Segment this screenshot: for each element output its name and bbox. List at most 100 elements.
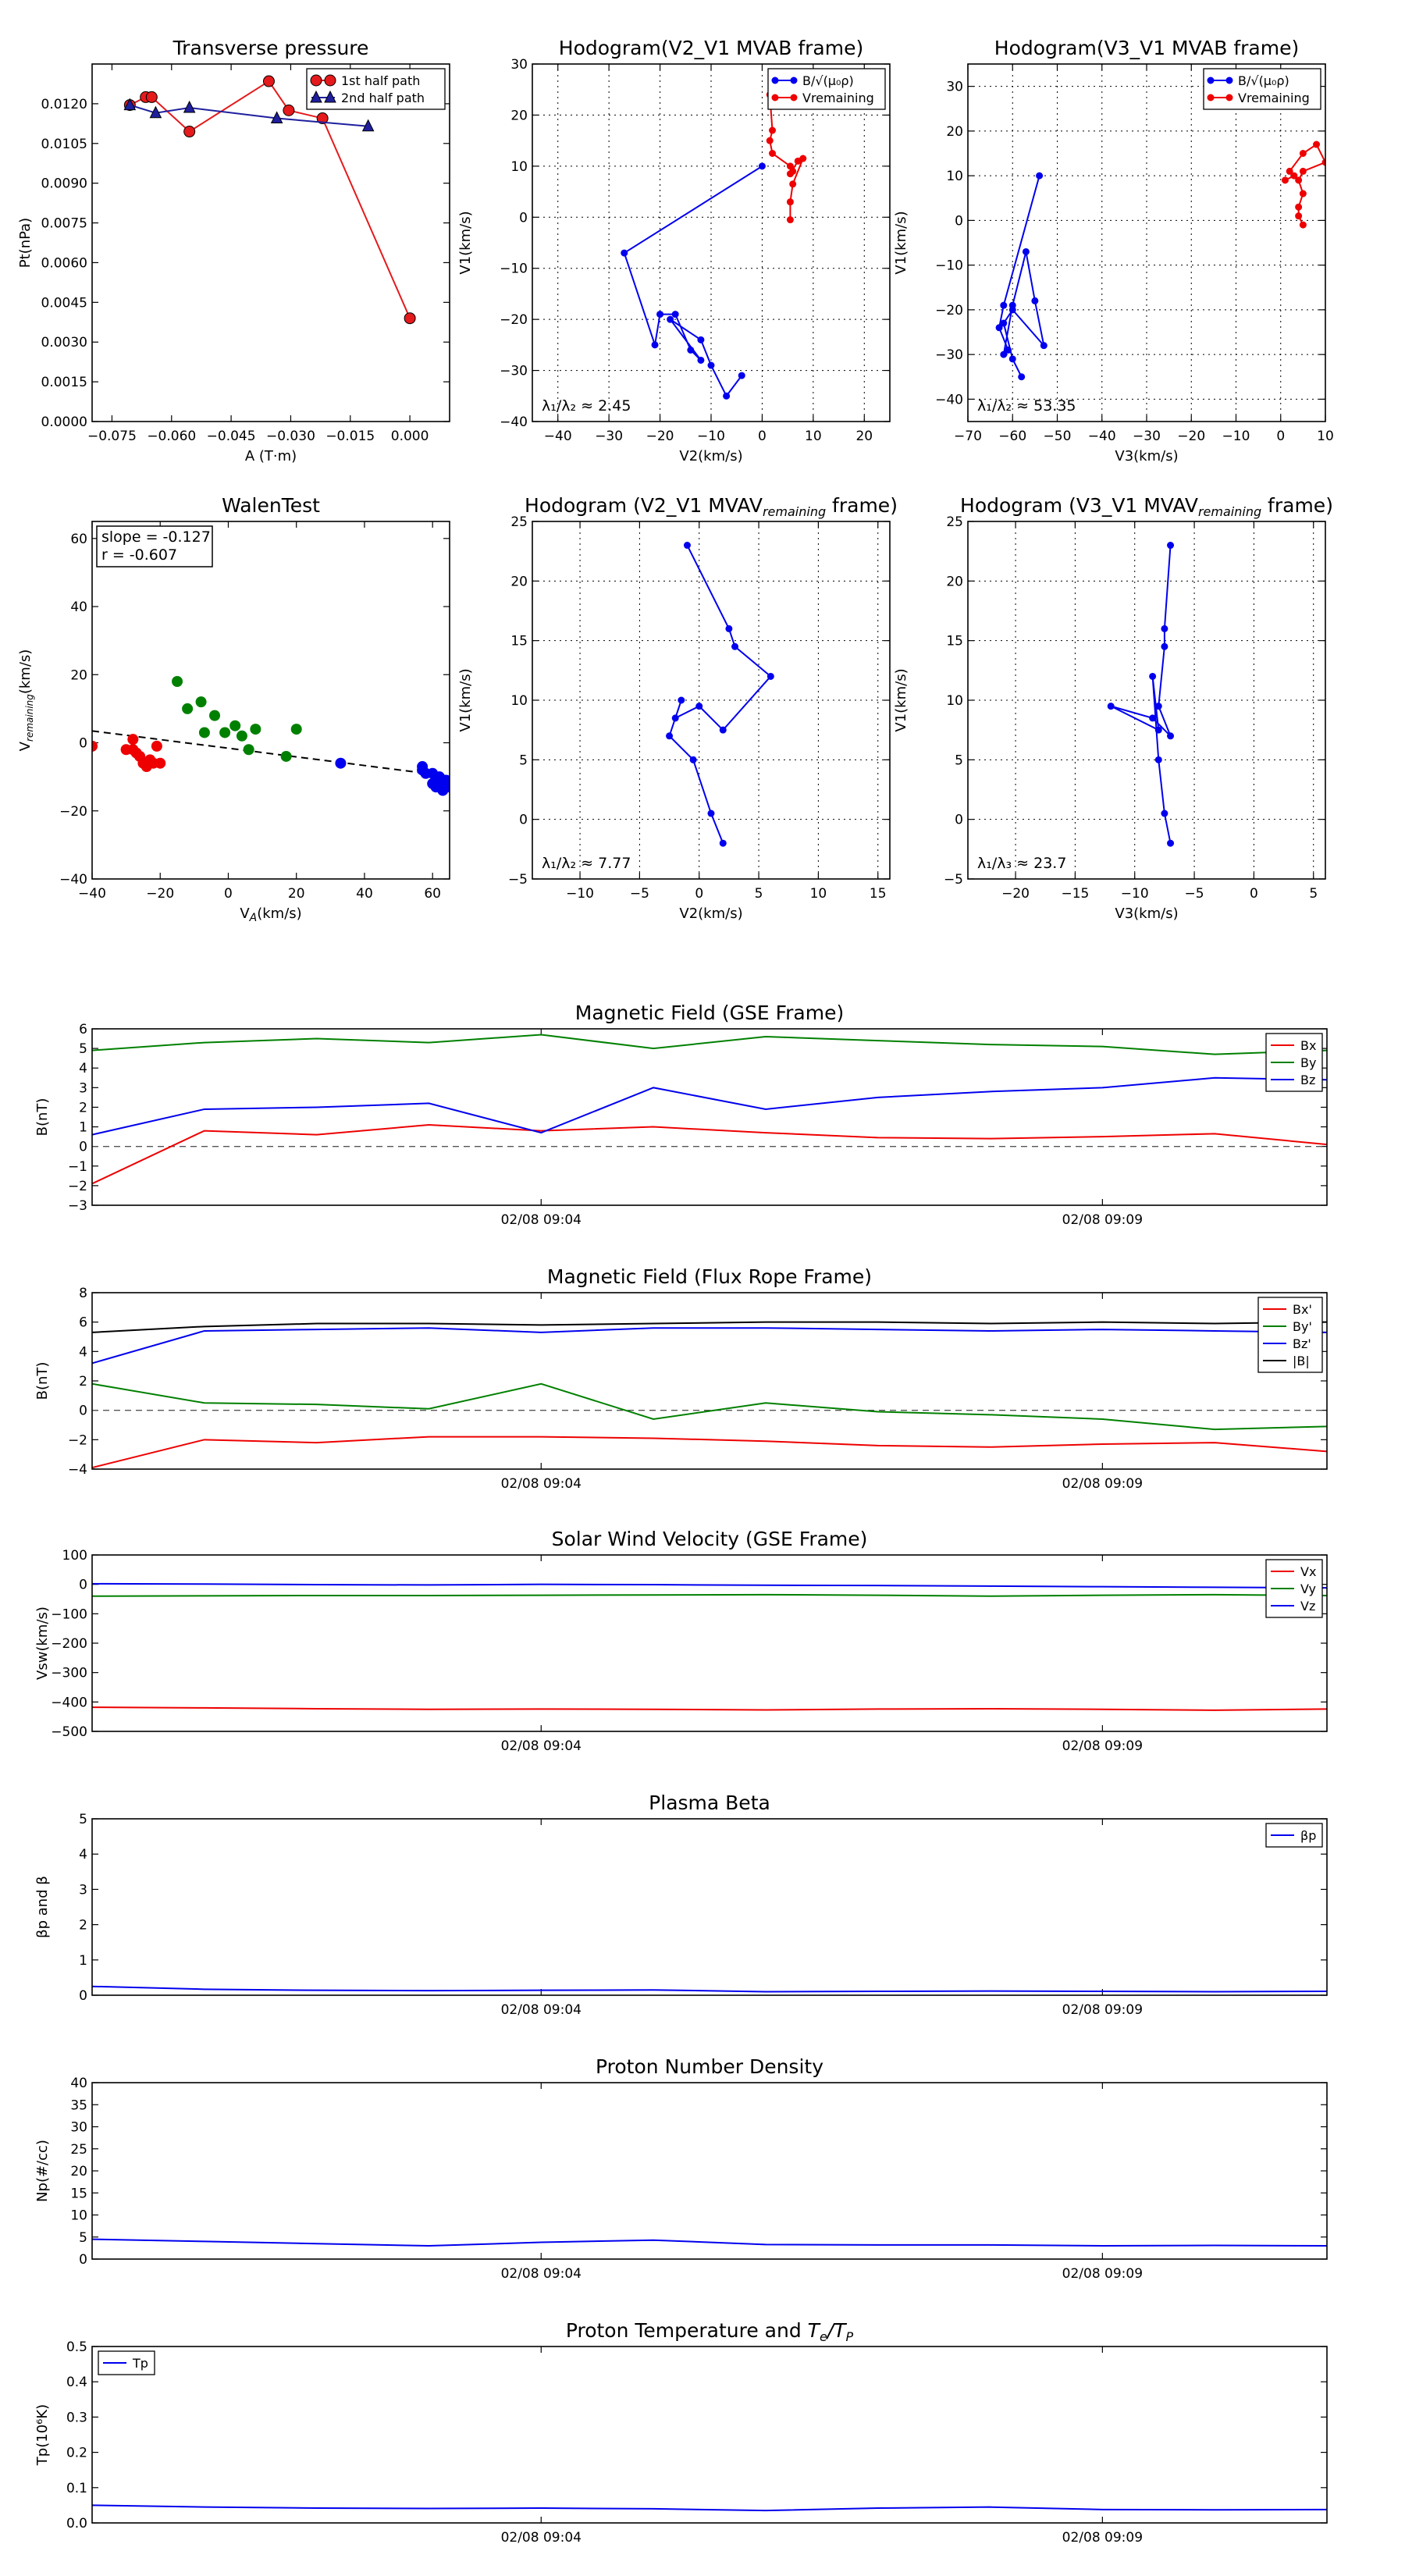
data-point <box>786 198 794 206</box>
data-point <box>1295 203 1303 211</box>
data-point <box>738 372 745 379</box>
y-axis-label: B(nT) <box>34 1362 51 1400</box>
y-tick-label: 10 <box>70 2208 87 2224</box>
data-point <box>1299 221 1307 229</box>
y-tick-label: 0.1 <box>66 2481 87 2496</box>
legend-label: Bx <box>1300 1038 1316 1053</box>
y-tick-label: 5 <box>519 753 528 768</box>
fit-line <box>92 730 450 777</box>
x-tick-label: 02/08 09:04 <box>501 1738 582 1754</box>
y-tick-label: 0.0105 <box>41 137 87 152</box>
legend-label: B/√(μ₀ρ) <box>802 73 854 88</box>
series-layer <box>92 1034 1327 1185</box>
data-point <box>1290 172 1298 180</box>
legend-marker <box>1225 76 1233 84</box>
y-tick-label: 2 <box>79 1918 87 1934</box>
y-tick-label: 0.0 <box>66 2516 87 2532</box>
y-tick-label: −10 <box>500 262 528 277</box>
data-point <box>769 126 777 134</box>
y-axis-label: V1(km/s) <box>893 211 909 274</box>
x-tick-label: 02/08 09:04 <box>501 2266 582 2282</box>
stats-line: slope = -0.127 <box>101 528 211 546</box>
x-tick-label: 20 <box>855 429 873 444</box>
data-point <box>1154 703 1162 710</box>
data-point <box>995 324 1003 332</box>
series-line-Vx <box>92 1706 1327 1711</box>
chart-t1: Magnetic Field (GSE Frame) −3 −2 −1 0 1 2 3 4 5 6 0… <box>34 1002 1328 1228</box>
y-tick-label: 0 <box>79 2252 87 2268</box>
x-axis-label: V3(km/s) <box>1115 448 1178 464</box>
data-point <box>666 732 674 740</box>
data-point <box>697 336 705 343</box>
y-tick-label: −400 <box>51 1695 87 1710</box>
legend-label: |B| <box>1293 1354 1310 1368</box>
y-tick-label: 25 <box>70 2142 87 2158</box>
data-point <box>404 312 416 325</box>
series-line-Vz <box>92 1582 1327 1589</box>
x-tick-label: 5 <box>1309 886 1318 902</box>
data-point <box>799 155 807 162</box>
data-point <box>621 249 628 257</box>
data-point <box>182 703 194 714</box>
chart-title: Hodogram (V3_V1 MVAVremaining frame) <box>960 494 1333 519</box>
data-point <box>127 744 139 756</box>
data-point <box>719 726 727 734</box>
legend-label: Vremaining <box>802 91 874 105</box>
x-tick-label: −10 <box>566 886 594 902</box>
y-tick-label: 1 <box>79 1953 87 1969</box>
y-tick-label: 0.5 <box>66 2339 87 2355</box>
data-point <box>1000 319 1008 327</box>
data-point <box>769 150 777 157</box>
data-point <box>707 809 715 817</box>
y-tick-label: 0 <box>519 813 528 828</box>
y-tick-label: 0.0090 <box>41 176 87 192</box>
x-axis-label: A (T·m) <box>245 448 297 464</box>
plot-frame <box>91 1554 1328 1732</box>
y-tick-label: −500 <box>51 1724 87 1740</box>
y-tick-label: −40 <box>500 415 528 430</box>
x-tick-label: 20 <box>288 886 305 902</box>
y-tick-label: 4 <box>79 1344 87 1360</box>
data-point <box>361 119 375 132</box>
y-tick-label: 40 <box>70 2076 87 2091</box>
chart-title: Magnetic Field (Flux Rope Frame) <box>547 1265 872 1288</box>
chart-p4: WalenTest −40 −20 0 20 40 60 −40 −20 0 20 40 60 VA(km… <box>17 494 450 924</box>
y-tick-label: 20 <box>70 2164 87 2179</box>
legend-label: βp <box>1300 1828 1316 1843</box>
data-point <box>1295 176 1303 184</box>
chart-t6: Proton Temperature and Te/TP 0.0 0.1 0.2 0.3… <box>34 2319 1328 2546</box>
legend-marker <box>771 94 779 101</box>
chart-p5: Hodogram (V2_V1 MVAVremaining frame) −5 0 5… <box>457 494 898 922</box>
y-tick-label: −4 <box>68 1462 87 1478</box>
data-point <box>766 137 774 144</box>
y-tick-label: 60 <box>70 532 87 547</box>
data-point <box>1167 542 1175 550</box>
data-point <box>262 75 275 87</box>
y-tick-label: 10 <box>510 693 528 709</box>
x-tick-label: 0.000 <box>391 429 429 444</box>
series-line-B/√(μ₀ρ) <box>623 165 763 398</box>
data-point <box>149 105 162 119</box>
x-tick-label: −40 <box>544 429 572 444</box>
data-point <box>1161 809 1168 817</box>
data-point <box>417 764 429 776</box>
y-tick-label: −300 <box>51 1666 87 1681</box>
series-layer <box>92 1985 1327 1993</box>
series-line-0 <box>1110 545 1172 844</box>
data-point <box>719 839 727 847</box>
y-tick-label: 5 <box>955 753 963 768</box>
y-tick-label: 30 <box>946 80 963 95</box>
x-axis-label: V2(km/s) <box>679 906 742 922</box>
data-point <box>1167 732 1175 740</box>
data-point <box>758 162 766 170</box>
y-tick-label: 1 <box>79 1120 87 1136</box>
series-line-0 <box>92 2238 1327 2247</box>
x-tick-label: 02/08 09:09 <box>1062 2266 1143 2282</box>
x-tick-label: −30 <box>1133 429 1161 444</box>
data-point <box>195 696 207 708</box>
data-point <box>651 341 659 349</box>
y-tick-label: 6 <box>79 1022 87 1037</box>
data-point <box>1286 167 1293 175</box>
y-tick-label: 20 <box>510 574 528 589</box>
x-tick-label: −10 <box>1121 886 1149 902</box>
